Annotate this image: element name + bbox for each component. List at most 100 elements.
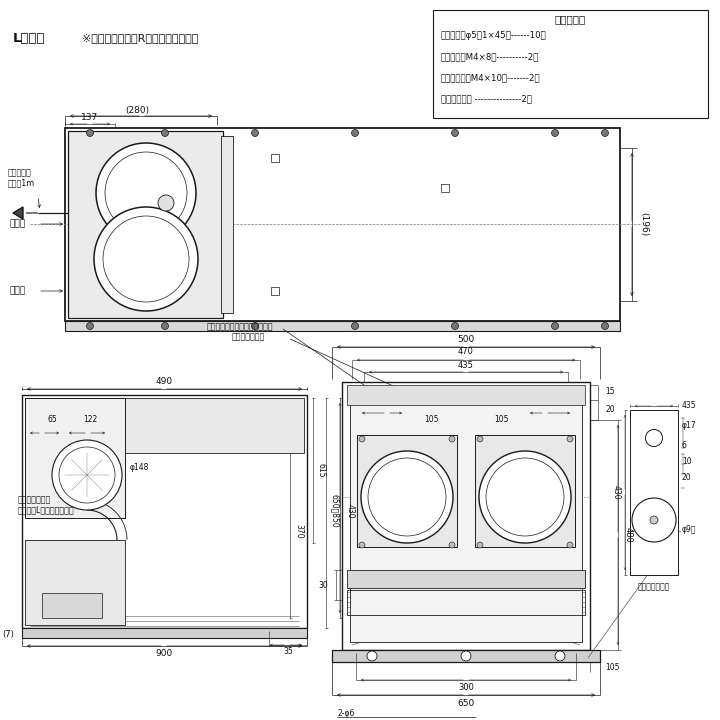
Circle shape	[555, 651, 565, 661]
Bar	[25, 398, 125, 518]
Text: 座付ねじ（φ5．1×45）------10本: 座付ねじ（φ5．1×45）------10本	[441, 32, 546, 40]
Text: 65: 65	[47, 415, 57, 425]
Text: 370: 370	[294, 523, 304, 539]
Text: 付　属　品: 付 属 品	[555, 14, 586, 24]
Bar	[332, 650, 600, 662]
Text: 本体取付穴詳細: 本体取付穴詳細	[638, 582, 670, 592]
Text: 137: 137	[81, 114, 99, 122]
Text: 35: 35	[283, 647, 293, 657]
Text: 650: 650	[457, 698, 474, 708]
Circle shape	[552, 130, 559, 137]
Text: （別売品L形ダクト使用）: （別売品L形ダクト使用）	[18, 505, 75, 515]
Polygon shape	[13, 207, 23, 219]
Circle shape	[105, 152, 187, 234]
Text: 435: 435	[458, 361, 474, 369]
Bar	[42, 593, 102, 618]
Bar	[347, 590, 585, 615]
Circle shape	[449, 436, 455, 442]
Circle shape	[59, 447, 115, 503]
Text: (7): (7)	[2, 629, 14, 639]
Text: 6: 6	[682, 441, 687, 451]
Text: 給気口: 給気口	[10, 220, 26, 228]
Text: 20: 20	[605, 405, 615, 415]
Text: 615: 615	[317, 463, 325, 477]
Circle shape	[477, 436, 483, 442]
Text: (280): (280)	[125, 107, 150, 115]
Circle shape	[486, 458, 564, 536]
Bar	[65, 321, 620, 331]
Text: 15: 15	[605, 387, 615, 397]
Text: 105: 105	[494, 415, 508, 423]
Circle shape	[158, 195, 174, 211]
Circle shape	[601, 130, 608, 137]
Text: (196): (196)	[639, 212, 649, 237]
Circle shape	[552, 323, 559, 330]
Circle shape	[451, 323, 459, 330]
Text: 20: 20	[682, 474, 692, 482]
Circle shape	[251, 130, 258, 137]
Bar	[22, 628, 307, 638]
Bar	[350, 390, 582, 642]
Circle shape	[567, 436, 573, 442]
Circle shape	[367, 651, 377, 661]
Circle shape	[479, 451, 571, 543]
Bar	[25, 398, 304, 453]
Text: 500: 500	[457, 335, 474, 343]
Circle shape	[601, 323, 608, 330]
Bar	[25, 540, 125, 625]
Text: φ9穴: φ9穴	[682, 526, 696, 534]
Circle shape	[632, 498, 676, 542]
Text: 30: 30	[318, 580, 328, 590]
Text: ダクトカバー吊金具取付穴位置: ダクトカバー吊金具取付穴位置	[207, 323, 274, 331]
Circle shape	[646, 430, 662, 446]
Text: 430: 430	[611, 485, 621, 499]
Bar	[271, 287, 279, 295]
Bar	[475, 435, 575, 547]
Circle shape	[86, 323, 94, 330]
Text: ※下記寸法以外はRタイプに準ずる。: ※下記寸法以外はRタイプに準ずる。	[82, 33, 199, 43]
Circle shape	[94, 207, 198, 311]
Text: トラスねじ（M4×10）-------2本: トラスねじ（M4×10）-------2本	[441, 73, 541, 83]
Circle shape	[161, 130, 168, 137]
Text: 430: 430	[346, 504, 354, 518]
Text: 480: 480	[624, 527, 632, 543]
Bar	[630, 410, 678, 575]
Text: 900: 900	[156, 649, 173, 659]
Bar	[342, 382, 590, 650]
Circle shape	[251, 323, 258, 330]
Circle shape	[361, 451, 453, 543]
Circle shape	[451, 130, 459, 137]
Text: 490: 490	[156, 377, 173, 385]
Circle shape	[52, 440, 122, 510]
Circle shape	[461, 651, 471, 661]
Text: 2-φ6: 2-φ6	[337, 708, 354, 718]
Circle shape	[359, 436, 365, 442]
Text: 650～850: 650～850	[330, 494, 340, 528]
Bar	[221, 136, 233, 313]
Text: 本体取付穴位置: 本体取付穴位置	[231, 333, 265, 341]
Bar	[65, 128, 620, 321]
Bar	[347, 570, 585, 588]
Text: 10: 10	[682, 457, 692, 467]
Text: 機外長1m: 機外長1m	[8, 179, 35, 187]
Circle shape	[477, 542, 483, 548]
Text: φ17: φ17	[682, 421, 697, 431]
Circle shape	[86, 130, 94, 137]
Text: 470: 470	[458, 348, 474, 356]
Circle shape	[351, 323, 359, 330]
Text: 電源コード: 電源コード	[8, 168, 32, 178]
Text: 122: 122	[83, 415, 97, 425]
Circle shape	[650, 516, 658, 524]
Text: 排気口: 排気口	[10, 287, 26, 295]
Circle shape	[161, 323, 168, 330]
Bar	[357, 435, 457, 547]
Text: 化粧ねじ（M4×8）----------2本: 化粧ねじ（M4×8）----------2本	[441, 53, 539, 61]
Circle shape	[368, 458, 446, 536]
Text: ソフトテープ ---------------2本: ソフトテープ ---------------2本	[441, 94, 532, 104]
Text: 105: 105	[605, 664, 619, 672]
Bar	[441, 184, 449, 192]
Circle shape	[449, 542, 455, 548]
Text: φ148: φ148	[130, 462, 149, 472]
Text: 435: 435	[682, 402, 697, 410]
Text: Lタイプ: Lタイプ	[13, 32, 45, 45]
